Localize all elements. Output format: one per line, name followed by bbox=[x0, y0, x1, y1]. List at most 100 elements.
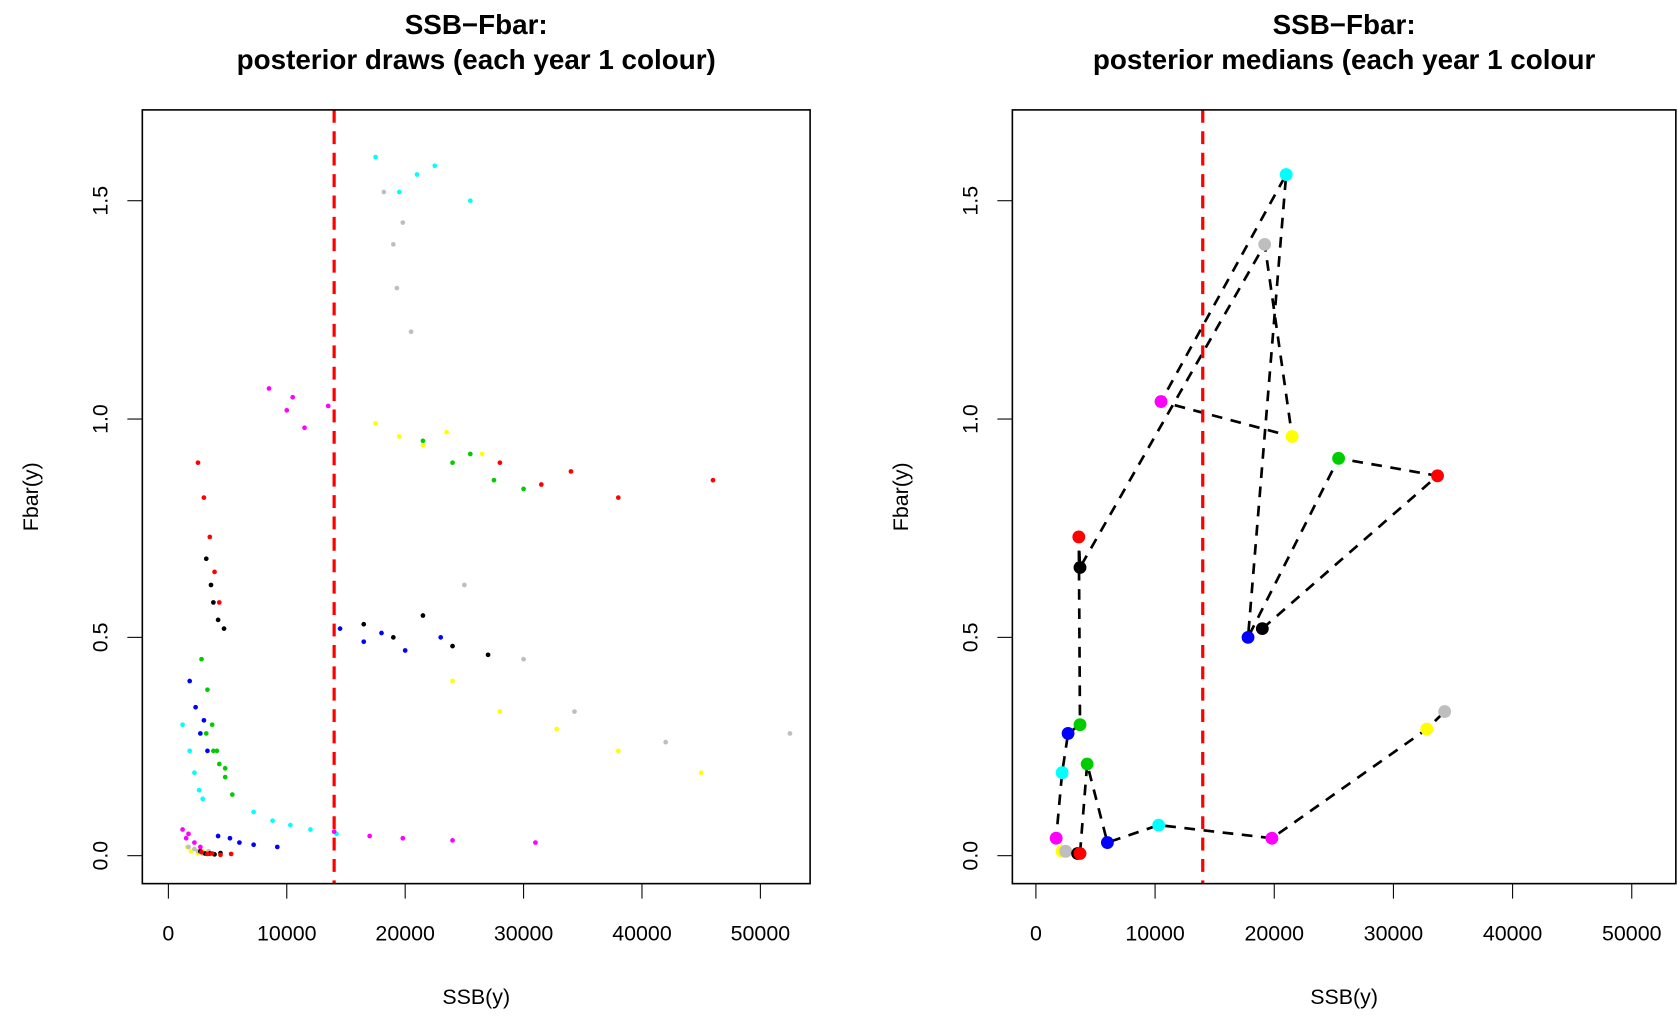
draw-point bbox=[200, 796, 206, 802]
median-point bbox=[1154, 395, 1168, 408]
draw-point bbox=[209, 722, 215, 728]
draw-point bbox=[208, 582, 214, 588]
draw-point bbox=[199, 656, 204, 662]
draw-point bbox=[205, 687, 210, 693]
draw-point bbox=[180, 827, 185, 832]
draw-point bbox=[196, 787, 202, 793]
median-point bbox=[1061, 726, 1075, 740]
draw-point bbox=[212, 569, 217, 575]
median-point bbox=[1420, 722, 1434, 736]
y-tick-label: 1.0 bbox=[958, 404, 982, 434]
draw-point bbox=[201, 495, 207, 500]
median-point bbox=[1332, 451, 1346, 465]
median-point bbox=[1279, 168, 1293, 181]
draw-point bbox=[325, 403, 331, 409]
draw-point bbox=[180, 722, 185, 728]
median-point bbox=[1055, 766, 1069, 780]
draw-point bbox=[467, 451, 473, 457]
draw-point bbox=[192, 770, 197, 776]
draw-point bbox=[214, 748, 220, 754]
draw-point bbox=[615, 748, 621, 754]
draw-point bbox=[538, 482, 544, 487]
y-tick-label: 0.5 bbox=[88, 622, 112, 652]
plot-frame bbox=[141, 109, 811, 885]
x-tick-label: 0 bbox=[1030, 922, 1042, 946]
median-point bbox=[1049, 831, 1063, 845]
draw-point bbox=[450, 643, 455, 649]
draw-point bbox=[251, 842, 256, 848]
draw-point bbox=[361, 639, 367, 645]
y-tick-label: 1.0 bbox=[88, 404, 112, 434]
draw-point bbox=[192, 840, 197, 845]
draw-point bbox=[390, 242, 396, 247]
draw-point bbox=[228, 851, 234, 857]
draw-point bbox=[467, 198, 473, 204]
y-axis-label: Fbar(y) bbox=[19, 462, 43, 531]
draw-point bbox=[201, 717, 207, 723]
draw-point bbox=[479, 451, 485, 457]
x-tick-label: 40000 bbox=[1483, 922, 1543, 946]
draw-point bbox=[186, 844, 191, 850]
draw-point bbox=[308, 827, 313, 832]
draw-point bbox=[274, 844, 280, 850]
draw-point bbox=[408, 329, 414, 335]
draw-point bbox=[331, 829, 337, 835]
draw-point bbox=[390, 635, 396, 640]
y-tick-label: 1.5 bbox=[958, 186, 982, 216]
draw-point bbox=[485, 652, 491, 658]
draw-point bbox=[211, 600, 216, 605]
draw-point bbox=[394, 285, 400, 291]
draw-point bbox=[222, 765, 228, 771]
draw-point bbox=[188, 848, 194, 854]
draw-point bbox=[420, 438, 426, 444]
draw-point bbox=[373, 421, 378, 426]
draw-point bbox=[450, 838, 455, 843]
draw-point bbox=[381, 189, 387, 195]
draw-point bbox=[337, 626, 343, 631]
draw-point bbox=[568, 469, 574, 474]
median-point bbox=[1152, 818, 1166, 832]
draw-point bbox=[420, 613, 426, 618]
draw-point bbox=[266, 386, 272, 391]
draw-point bbox=[497, 709, 503, 714]
median-point bbox=[1258, 237, 1272, 251]
median-point bbox=[1241, 630, 1255, 644]
draw-point bbox=[402, 648, 408, 653]
draw-point bbox=[787, 731, 793, 736]
draw-point bbox=[218, 852, 223, 858]
draw-point bbox=[211, 748, 216, 754]
x-tick-label: 30000 bbox=[1364, 922, 1424, 946]
panel: SSB−Fbar: posterior medians (each year 1 … bbox=[889, 9, 1677, 1009]
draw-point bbox=[221, 626, 227, 631]
draw-point bbox=[521, 656, 526, 662]
x-tick-label: 20000 bbox=[1245, 922, 1305, 946]
draw-point bbox=[287, 822, 293, 828]
draw-point bbox=[438, 635, 444, 640]
draw-point bbox=[533, 840, 538, 845]
draw-point bbox=[183, 835, 189, 841]
x-tick-label: 50000 bbox=[731, 922, 791, 946]
draw-point bbox=[227, 835, 233, 841]
draw-point bbox=[222, 774, 228, 780]
draw-point bbox=[302, 425, 307, 431]
x-tick-label: 30000 bbox=[494, 922, 554, 946]
draw-point bbox=[203, 556, 209, 562]
draw-point bbox=[491, 477, 497, 483]
draw-point bbox=[450, 678, 455, 684]
draw-point bbox=[284, 407, 290, 413]
plot-area bbox=[180, 109, 793, 884]
draw-point bbox=[554, 726, 560, 732]
draw-point bbox=[361, 621, 367, 627]
draw-point bbox=[187, 748, 193, 754]
draw-point bbox=[497, 460, 503, 466]
median-point bbox=[1073, 561, 1087, 574]
draw-point bbox=[215, 833, 221, 839]
draw-point bbox=[186, 831, 191, 837]
y-axis-label: Fbar(y) bbox=[889, 462, 913, 531]
draw-point bbox=[414, 172, 420, 177]
x-axis-label: SSB(y) bbox=[442, 985, 510, 1009]
draw-point bbox=[197, 844, 203, 850]
plot-frame bbox=[1011, 109, 1677, 885]
